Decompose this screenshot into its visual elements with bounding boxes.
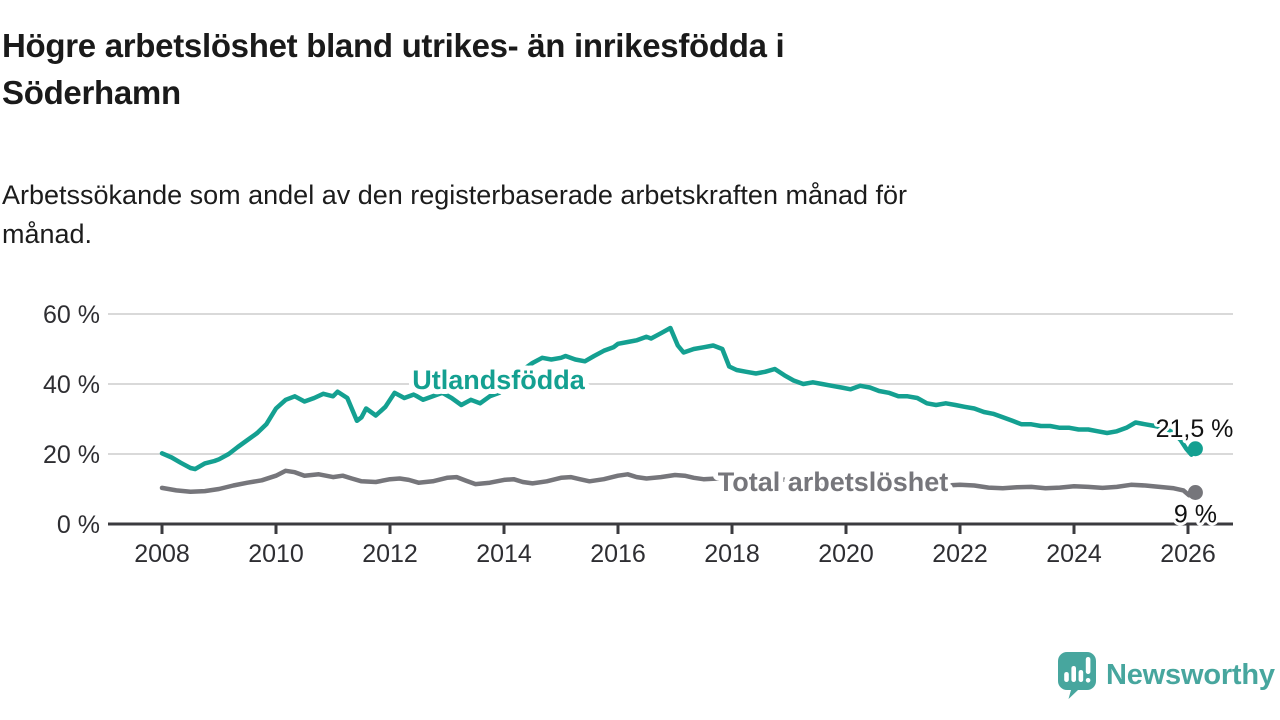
y-tick-label: 60 % [43,301,100,329]
newsworthy-wordmark: Newsworthy [1106,658,1275,691]
end-value-label-total-arbetsl-shet: 9 % [1174,501,1217,529]
series-label-utlandsf-dda: Utlandsfödda [412,365,585,395]
series-line-utlandsf-dda [159,325,1198,472]
y-tick-label: 0 % [57,511,100,539]
x-tick-label: 2016 [590,540,646,568]
end-value-label-utlandsf-dda: 21,5 % [1156,415,1234,443]
x-tick-label: 2010 [248,540,304,568]
x-tick-label: 2008 [134,540,190,568]
series-label-total-arbetsl-shet: Total arbetslöshet [718,467,949,497]
series-line-total-arbetsl-shet [159,468,1198,498]
newsworthy-logo: Newsworthy [1056,650,1275,700]
x-tick-label: 2018 [704,540,760,568]
chart-subtitle-line2: månad. [2,219,93,249]
page-title: Högre arbetslöshet bland utrikes- än inr… [2,22,1082,116]
x-tick-label: 2022 [932,540,988,568]
chart-subtitle: Arbetssökande som andel av den registerb… [2,176,1022,254]
newsworthy-icon [1058,652,1096,699]
x-tick-label: 2024 [1046,540,1102,568]
x-tick-label: 2026 [1160,540,1216,568]
end-dot-utlandsf-dda [1187,441,1203,457]
x-tick-label: 2014 [476,540,532,568]
chart-subtitle-line1: Arbetssökande som andel av den registerb… [2,180,908,210]
end-dot-total-arbetsl-shet [1187,485,1203,500]
y-tick-label: 40 % [43,371,100,399]
x-tick-label: 2020 [818,540,874,568]
y-tick-label: 20 % [43,441,100,469]
x-tick-label: 2012 [362,540,418,568]
page-title-line2: Söderhamn [2,74,181,111]
page-title-line1: Högre arbetslöshet bland utrikes- än inr… [2,27,785,64]
